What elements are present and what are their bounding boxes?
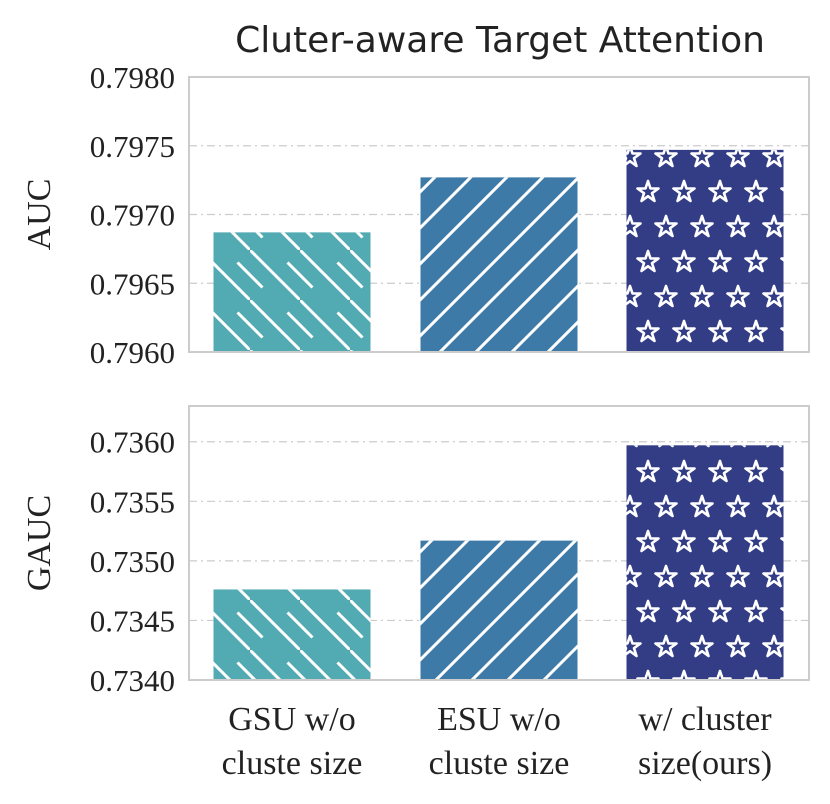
x-category-label: ESU w/o [437, 701, 561, 738]
y-tick-label: 0.7960 [90, 335, 175, 370]
y-tick-label: 0.7980 [90, 60, 175, 95]
x-category-labels: GSU w/o cluste size ESU w/o cluste size w/ c… [222, 701, 773, 782]
y-tick-label: 0.7340 [90, 663, 175, 698]
x-category-label: GSU w/o [228, 701, 356, 738]
bar-pattern [626, 149, 784, 352]
plot-frame [188, 76, 810, 353]
y-tick-label: 0.7350 [90, 544, 175, 579]
x-category-label: size(ours) [638, 745, 772, 782]
y-tick-label: 0.7965 [90, 266, 175, 301]
y-tick-label: 0.7345 [90, 603, 175, 638]
x-category-label: w/ cluster [638, 701, 772, 738]
x-category-label: cluste size [222, 745, 363, 782]
auc-panel: 0.7980 0.7975 0.7970 0.7965 0.7960 AUC [21, 60, 810, 370]
bar-pattern [420, 177, 578, 352]
y-axis-label: GAUC [21, 495, 58, 591]
y-tick-label: 0.7355 [90, 484, 175, 519]
bar-pattern [420, 540, 578, 680]
y-tick-label: 0.7360 [90, 425, 175, 460]
gauc-panel: 0.7360 0.7355 0.7350 0.7345 0.7340 GAUC [21, 405, 810, 698]
x-category-label: cluste size [429, 745, 570, 782]
chart-title: Cluter-aware Target Attention [235, 20, 765, 61]
y-tick-label: 0.7975 [90, 129, 175, 164]
bar-pattern [213, 589, 371, 680]
y-axis-label: AUC [21, 179, 58, 251]
plot-frame [188, 405, 810, 681]
y-tick-label: 0.7970 [90, 198, 175, 233]
bar-pattern [626, 445, 784, 680]
bar-pattern [213, 232, 371, 352]
